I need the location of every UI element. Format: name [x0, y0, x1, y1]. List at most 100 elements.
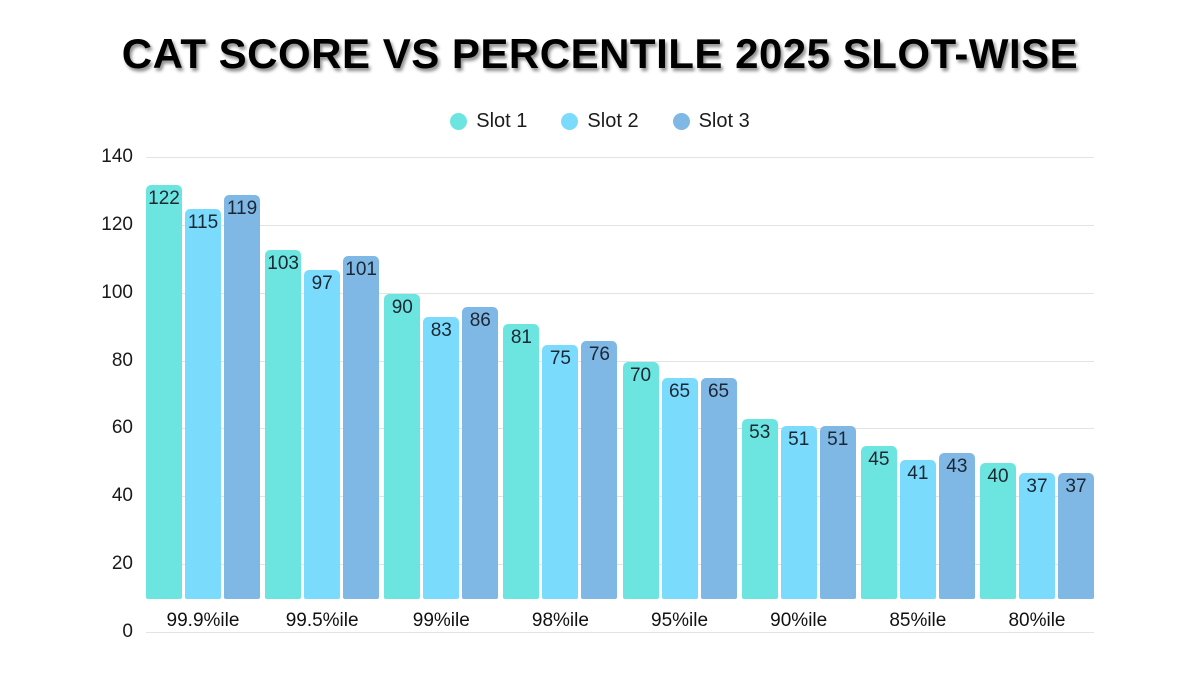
bar: 45 — [860, 446, 897, 599]
bar-value-label: 97 — [311, 272, 333, 294]
bar-value-label: 40 — [987, 466, 1009, 488]
bar: 40 — [979, 463, 1016, 599]
gridline — [146, 496, 1094, 498]
bar-value-label: 70 — [629, 364, 652, 386]
gridline — [146, 564, 1094, 566]
bar-value-label: 119 — [226, 198, 258, 220]
y-axis-tick-label: 20 — [111, 553, 133, 575]
bar-value-label: 115 — [187, 211, 219, 233]
bar: 37 — [1018, 473, 1055, 599]
y-axis-tick-label: 0 — [122, 621, 133, 642]
chart-region: 0 20 40 60 80 100 120 140 122 115 119 99.9%ile 103 9… — [0, 146, 1200, 675]
bar: 43 — [938, 453, 975, 599]
bar-value-label: 86 — [469, 310, 491, 332]
bar: 51 — [819, 425, 856, 599]
bar-cluster: 53 51 51 — [741, 157, 856, 599]
bar-value-label: 51 — [788, 428, 810, 450]
legend-dot-slot2-icon — [561, 113, 579, 130]
bar: 81 — [503, 324, 540, 599]
bar-cluster: 90 83 86 — [384, 157, 499, 599]
gridline — [146, 224, 1094, 226]
bar: 75 — [542, 344, 579, 599]
legend-item-slot1: Slot 1 — [450, 110, 527, 133]
bar: 70 — [622, 361, 659, 599]
gridline — [146, 292, 1094, 294]
bar-group: 122 115 119 99.9%ile — [146, 157, 260, 632]
bar: 119 — [224, 195, 260, 599]
bar-value-label: 83 — [430, 320, 452, 342]
legend-label-slot1: Slot 1 — [476, 110, 528, 132]
bar: 65 — [700, 378, 737, 599]
bar: 86 — [462, 307, 499, 599]
bar-value-label: 75 — [549, 347, 571, 369]
plot-area: 122 115 119 99.9%ile 103 97 101 99.5%ile 90 83 86 9… — [146, 157, 1094, 633]
x-axis-label: 99%ile — [412, 610, 470, 631]
bar-cluster: 103 97 101 — [265, 157, 380, 599]
bar-value-label: 90 — [391, 296, 413, 318]
bar: 115 — [185, 208, 221, 599]
x-axis-label: 95%ile — [651, 610, 709, 631]
gridline — [146, 157, 1094, 158]
bar-value-label: 37 — [1065, 476, 1087, 498]
bar-group: 40 37 37 80%ile — [979, 157, 1094, 632]
bar: 103 — [265, 249, 302, 599]
bar-value-label: 65 — [707, 381, 730, 403]
legend: Slot 1 Slot 2 Slot 3 — [0, 110, 1200, 133]
bar: 83 — [423, 317, 460, 599]
bar-value-label: 122 — [148, 188, 180, 210]
bar-value-label: 81 — [510, 327, 532, 349]
bar-group: 70 65 65 95%ile — [622, 157, 737, 632]
x-axis-label: 80%ile — [1008, 610, 1066, 631]
bar-groups: 122 115 119 99.9%ile 103 97 101 99.5%ile 90 83 86 9… — [146, 157, 1094, 632]
bar-group: 45 41 43 85%ile — [860, 157, 975, 632]
bar-group: 90 83 86 99%ile — [384, 157, 499, 632]
bar: 65 — [661, 378, 698, 599]
legend-dot-slot1-icon — [450, 113, 468, 130]
y-axis-tick-label: 40 — [111, 485, 133, 507]
gridline — [146, 428, 1094, 430]
legend-item-slot3: Slot 3 — [672, 110, 750, 133]
bar-group: 53 51 51 90%ile — [741, 157, 856, 632]
bar: 51 — [780, 425, 817, 599]
bar-value-label: 53 — [749, 422, 771, 444]
y-axis-labels: 0 20 40 60 80 100 120 140 — [0, 146, 133, 642]
bar: 53 — [741, 419, 778, 599]
x-axis-label: 98%ile — [531, 610, 589, 631]
bar-value-label: 51 — [827, 428, 849, 450]
bar-value-label: 101 — [345, 259, 377, 281]
y-axis-tick-label: 100 — [101, 281, 133, 303]
grid-layer — [146, 157, 1094, 633]
y-axis-tick-label: 80 — [111, 349, 133, 371]
bar: 90 — [384, 293, 421, 599]
bar: 37 — [1057, 473, 1094, 599]
bar-cluster: 40 37 37 — [979, 157, 1094, 599]
chart-title: CAT SCORE VS PERCENTILE 2025 SLOT-WISE — [121, 30, 1079, 77]
bar: 97 — [304, 269, 341, 599]
bar-value-label: 41 — [907, 462, 929, 484]
bar-cluster: 122 115 119 — [146, 157, 260, 599]
x-axis-label: 99.9%ile — [166, 610, 240, 631]
gridline — [146, 360, 1094, 362]
x-axis-label: 85%ile — [889, 610, 947, 631]
legend-label-slot2: Slot 2 — [587, 110, 639, 132]
bar-cluster: 70 65 65 — [622, 157, 737, 599]
bar: 101 — [343, 256, 380, 599]
bar: 41 — [899, 459, 936, 599]
bar: 122 — [146, 185, 182, 599]
legend-label-slot3: Slot 3 — [698, 110, 750, 132]
bar-group: 103 97 101 99.5%ile — [265, 157, 380, 632]
bar-value-label: 76 — [588, 344, 610, 366]
y-axis-tick-label: 60 — [111, 417, 133, 439]
bar-cluster: 81 75 76 — [503, 157, 618, 599]
x-axis-label: 99.5%ile — [285, 610, 359, 631]
y-axis-tick-label: 120 — [101, 213, 133, 235]
y-axis-tick-label: 140 — [101, 146, 133, 167]
bar-cluster: 45 41 43 — [860, 157, 975, 599]
legend-item-slot2: Slot 2 — [561, 110, 639, 133]
bar-value-label: 45 — [868, 449, 890, 471]
bar-group: 81 75 76 98%ile — [503, 157, 618, 632]
x-axis-label: 90%ile — [770, 610, 828, 631]
legend-dot-slot3-icon — [672, 113, 690, 130]
gridline — [146, 632, 1094, 633]
